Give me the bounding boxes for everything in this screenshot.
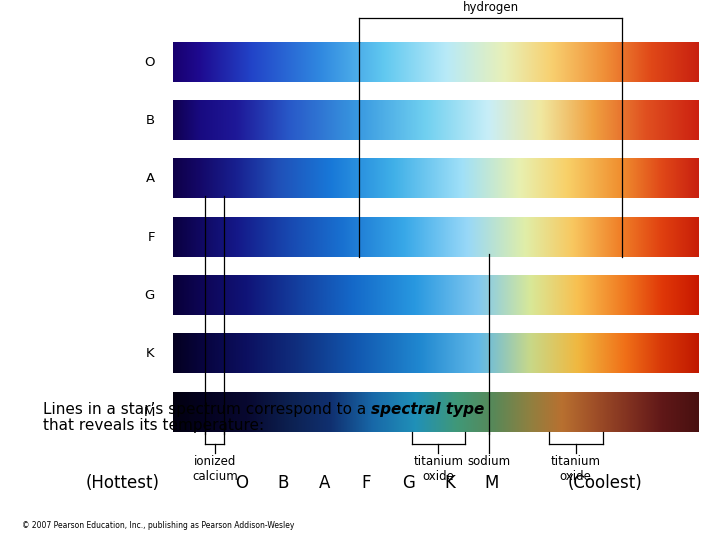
Text: G: G xyxy=(145,289,155,302)
Text: titanium
oxide: titanium oxide xyxy=(551,455,600,483)
Text: (Coolest): (Coolest) xyxy=(567,474,642,492)
Text: titanium
oxide: titanium oxide xyxy=(413,455,463,483)
Text: B: B xyxy=(277,474,289,492)
Text: A: A xyxy=(319,474,330,492)
Text: Lines in a star’s spectrum correspond to a: Lines in a star’s spectrum correspond to… xyxy=(43,402,372,417)
Text: O: O xyxy=(235,474,248,492)
Text: F: F xyxy=(148,231,155,244)
Text: O: O xyxy=(144,56,155,69)
Text: (Hottest): (Hottest) xyxy=(86,474,159,492)
Text: B: B xyxy=(145,114,155,127)
Text: M: M xyxy=(485,474,499,492)
Text: K: K xyxy=(146,347,155,360)
Text: Lines in a star’s spectrum correspond to a: Lines in a star’s spectrum correspond to… xyxy=(43,402,372,417)
Text: sodium: sodium xyxy=(468,455,510,469)
Text: ionized
calcium: ionized calcium xyxy=(192,455,238,483)
Text: hydrogen: hydrogen xyxy=(463,1,519,14)
Text: A: A xyxy=(145,172,155,185)
Text: © 2007 Pearson Education, Inc., publishing as Pearson Addison-Wesley: © 2007 Pearson Education, Inc., publishi… xyxy=(22,521,294,530)
Text: spectral type: spectral type xyxy=(372,402,485,417)
Text: M: M xyxy=(143,406,155,419)
Text: F: F xyxy=(361,474,372,492)
Text: G: G xyxy=(402,474,415,492)
Text: K: K xyxy=(444,474,456,492)
Text: that reveals its temperature:: that reveals its temperature: xyxy=(43,418,264,433)
